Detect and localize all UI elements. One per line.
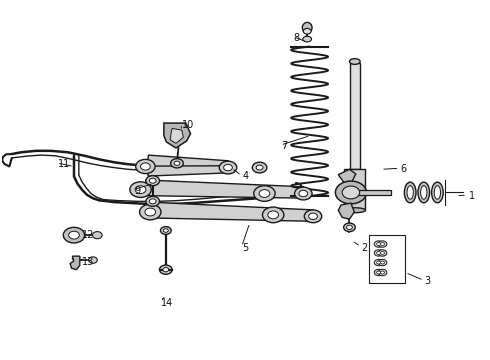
Circle shape bbox=[69, 231, 79, 239]
Polygon shape bbox=[145, 180, 304, 198]
Text: 2: 2 bbox=[362, 243, 368, 253]
Text: 6: 6 bbox=[400, 164, 407, 174]
Circle shape bbox=[140, 204, 161, 220]
Circle shape bbox=[93, 231, 102, 239]
Circle shape bbox=[89, 257, 98, 263]
Polygon shape bbox=[155, 202, 314, 221]
Ellipse shape bbox=[420, 186, 427, 199]
Circle shape bbox=[256, 165, 263, 170]
Polygon shape bbox=[164, 123, 191, 148]
Circle shape bbox=[342, 186, 360, 199]
Ellipse shape bbox=[303, 28, 311, 34]
Circle shape bbox=[219, 161, 237, 174]
Circle shape bbox=[346, 225, 352, 229]
Circle shape bbox=[159, 265, 172, 274]
Circle shape bbox=[299, 190, 308, 197]
Ellipse shape bbox=[432, 182, 443, 203]
Circle shape bbox=[381, 271, 385, 274]
Polygon shape bbox=[170, 129, 183, 143]
Circle shape bbox=[223, 165, 232, 171]
Circle shape bbox=[163, 267, 169, 272]
Polygon shape bbox=[344, 169, 366, 210]
Circle shape bbox=[254, 186, 275, 201]
Circle shape bbox=[145, 208, 156, 216]
Circle shape bbox=[335, 181, 367, 204]
Circle shape bbox=[174, 161, 180, 165]
Circle shape bbox=[378, 241, 387, 247]
Ellipse shape bbox=[404, 182, 416, 203]
Circle shape bbox=[381, 252, 385, 255]
Circle shape bbox=[377, 252, 381, 255]
Circle shape bbox=[163, 229, 168, 232]
Circle shape bbox=[374, 250, 383, 256]
Text: 12: 12 bbox=[82, 230, 95, 240]
Circle shape bbox=[146, 176, 159, 186]
Circle shape bbox=[252, 162, 267, 173]
Circle shape bbox=[304, 210, 322, 223]
Circle shape bbox=[381, 261, 385, 264]
Ellipse shape bbox=[349, 59, 360, 64]
Polygon shape bbox=[147, 155, 228, 171]
Circle shape bbox=[374, 259, 383, 266]
Text: 3: 3 bbox=[425, 276, 431, 287]
Text: 11: 11 bbox=[58, 159, 70, 169]
Circle shape bbox=[149, 178, 156, 183]
Ellipse shape bbox=[418, 182, 430, 203]
Ellipse shape bbox=[344, 208, 366, 213]
Circle shape bbox=[294, 187, 312, 200]
Circle shape bbox=[377, 261, 381, 264]
Circle shape bbox=[160, 226, 171, 234]
Circle shape bbox=[343, 223, 355, 231]
Circle shape bbox=[378, 259, 387, 266]
Polygon shape bbox=[338, 169, 356, 184]
Circle shape bbox=[377, 271, 381, 274]
Polygon shape bbox=[350, 63, 360, 169]
Circle shape bbox=[146, 196, 159, 206]
Polygon shape bbox=[338, 203, 354, 219]
Text: 10: 10 bbox=[182, 120, 194, 130]
Polygon shape bbox=[147, 166, 228, 176]
Circle shape bbox=[374, 241, 383, 247]
Text: 8: 8 bbox=[294, 33, 300, 43]
Circle shape bbox=[141, 163, 150, 170]
Circle shape bbox=[263, 207, 284, 223]
Polygon shape bbox=[358, 190, 391, 195]
Circle shape bbox=[259, 190, 270, 197]
Circle shape bbox=[171, 159, 183, 168]
Text: 14: 14 bbox=[161, 298, 173, 308]
Ellipse shape bbox=[407, 186, 414, 199]
Text: 7: 7 bbox=[281, 141, 288, 151]
Circle shape bbox=[136, 159, 155, 174]
Circle shape bbox=[381, 243, 385, 246]
Ellipse shape bbox=[434, 186, 441, 199]
Circle shape bbox=[268, 211, 278, 219]
Bar bbox=[369, 235, 405, 283]
Circle shape bbox=[378, 250, 387, 256]
Circle shape bbox=[135, 186, 146, 194]
Circle shape bbox=[63, 227, 85, 243]
Text: 13: 13 bbox=[82, 257, 95, 267]
Text: 5: 5 bbox=[243, 243, 249, 253]
Ellipse shape bbox=[302, 22, 312, 33]
Circle shape bbox=[378, 269, 387, 276]
Circle shape bbox=[374, 269, 383, 276]
Polygon shape bbox=[70, 256, 80, 270]
Circle shape bbox=[149, 199, 156, 204]
Circle shape bbox=[309, 213, 318, 220]
Text: 4: 4 bbox=[243, 171, 249, 181]
Ellipse shape bbox=[303, 36, 312, 42]
Circle shape bbox=[130, 182, 151, 197]
Text: 1: 1 bbox=[468, 191, 475, 201]
Circle shape bbox=[377, 243, 381, 246]
Text: 9: 9 bbox=[134, 186, 140, 196]
